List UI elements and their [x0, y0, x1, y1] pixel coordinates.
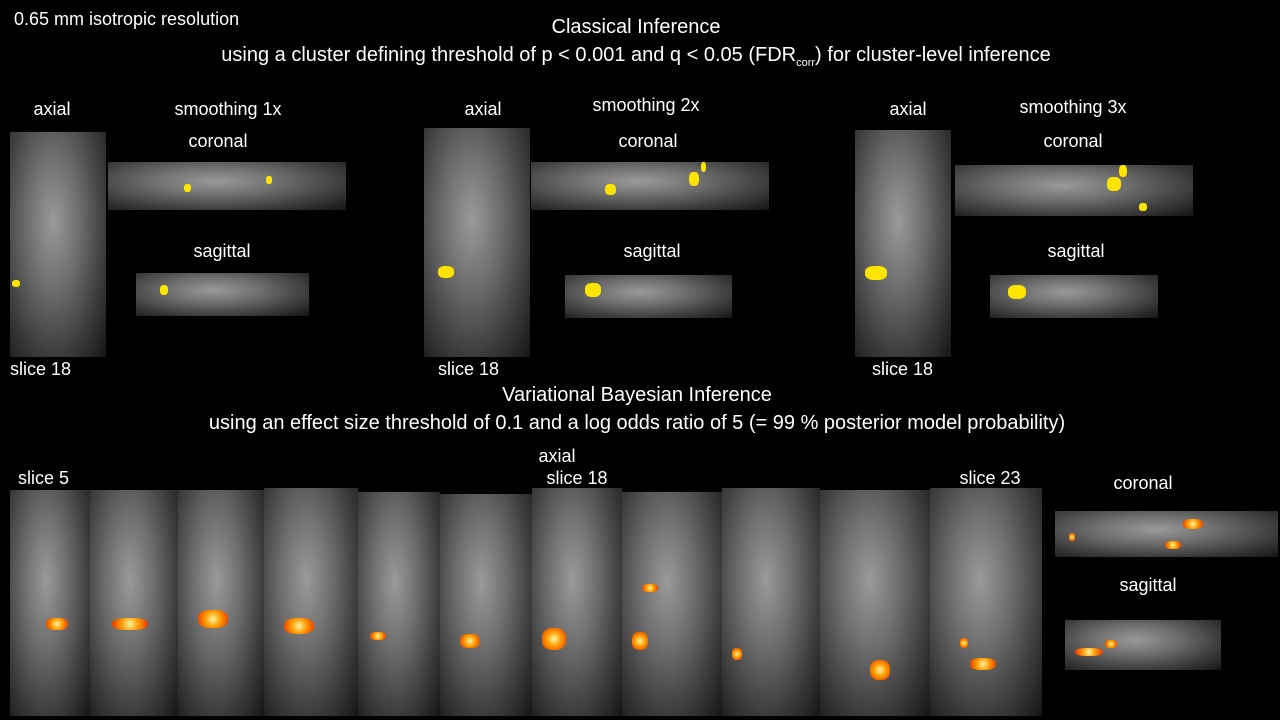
slice-label: slice 23 [959, 468, 1021, 488]
activation [1139, 203, 1147, 211]
sagittal-image [1065, 620, 1221, 670]
activation [1183, 519, 1203, 529]
axial-image [855, 130, 951, 357]
activation [865, 266, 887, 280]
coronal-image [1055, 511, 1278, 557]
slice-label: slice 18 [438, 359, 500, 379]
activation [632, 632, 648, 650]
sagittal-image [136, 273, 309, 316]
subtitle-text: using a cluster defining threshold of p … [221, 44, 797, 66]
resolution-label: 0.65 mm isotropic resolution [14, 9, 240, 29]
axial-slice-image [178, 490, 264, 716]
smoothing-label: smoothing 1x [174, 99, 282, 119]
sagittal-image [565, 275, 732, 318]
axial-slice-image [622, 492, 722, 716]
coronal-label: coronal [188, 131, 248, 151]
slice-label: slice 18 [10, 359, 72, 379]
activation [1069, 533, 1075, 541]
subtitle-text: ) for cluster-level inference [815, 44, 1051, 66]
activation [585, 283, 601, 297]
activation [266, 176, 272, 184]
axial-label: axial [464, 99, 502, 119]
coronal-label: coronal [1113, 473, 1173, 493]
classical-subtitle: using a cluster defining threshold of p … [221, 45, 1050, 69]
smoothing-label: smoothing 3x [1019, 97, 1127, 117]
axial-slice-image [930, 488, 1042, 716]
activation [689, 172, 699, 186]
activation [960, 638, 968, 648]
activation [12, 280, 20, 287]
axial-slice-image [820, 490, 930, 716]
activation [1107, 177, 1121, 191]
coronal-image [955, 165, 1193, 216]
activation [284, 618, 314, 634]
subtitle-subscript: corr [796, 57, 816, 69]
slice-label: slice 5 [18, 468, 70, 488]
smoothing-label: smoothing 2x [592, 95, 700, 115]
axial-image [10, 132, 106, 357]
activation [438, 266, 454, 278]
sagittal-label: sagittal [1119, 575, 1177, 595]
sagittal-label: sagittal [623, 241, 681, 261]
coronal-label: coronal [1043, 131, 1103, 151]
activation [542, 628, 566, 650]
axial-slice-image [532, 488, 622, 716]
activation [112, 618, 148, 630]
coronal-label: coronal [618, 131, 678, 151]
bayesian-title: Variational Bayesian Inference [502, 384, 772, 406]
sagittal-label: sagittal [1047, 241, 1105, 261]
coronal-image [531, 162, 769, 210]
activation [1119, 165, 1127, 177]
axial-slice-image [358, 492, 440, 716]
activation [184, 184, 191, 192]
activation [460, 634, 480, 648]
activation [605, 184, 616, 195]
bayesian-subtitle: using an effect size threshold of 0.1 an… [208, 412, 1066, 434]
activation [46, 618, 68, 630]
activation [870, 660, 890, 680]
activation [1165, 541, 1181, 549]
activation [160, 285, 168, 295]
activation [642, 584, 658, 592]
axial-slice-image [90, 490, 178, 716]
axial-slice-image [722, 488, 820, 716]
coronal-image [108, 162, 346, 210]
axial-label: axial [538, 446, 576, 466]
axial-slice-image [10, 490, 90, 716]
activation [701, 162, 706, 172]
axial-image [424, 128, 530, 357]
activation [1075, 648, 1103, 656]
activation [732, 648, 742, 660]
axial-slice-image [440, 494, 532, 716]
activation [1008, 285, 1026, 299]
axial-label: axial [33, 99, 71, 119]
activation [198, 610, 228, 628]
activation [970, 658, 996, 670]
slice-label: slice 18 [546, 468, 608, 488]
activation [1105, 640, 1117, 648]
slice-label: slice 18 [872, 359, 934, 379]
activation [370, 632, 386, 640]
axial-slice-image [264, 488, 358, 716]
classical-title: Classical Inference [551, 16, 721, 38]
sagittal-image [990, 275, 1158, 318]
axial-label: axial [889, 99, 927, 119]
sagittal-label: sagittal [193, 241, 251, 261]
